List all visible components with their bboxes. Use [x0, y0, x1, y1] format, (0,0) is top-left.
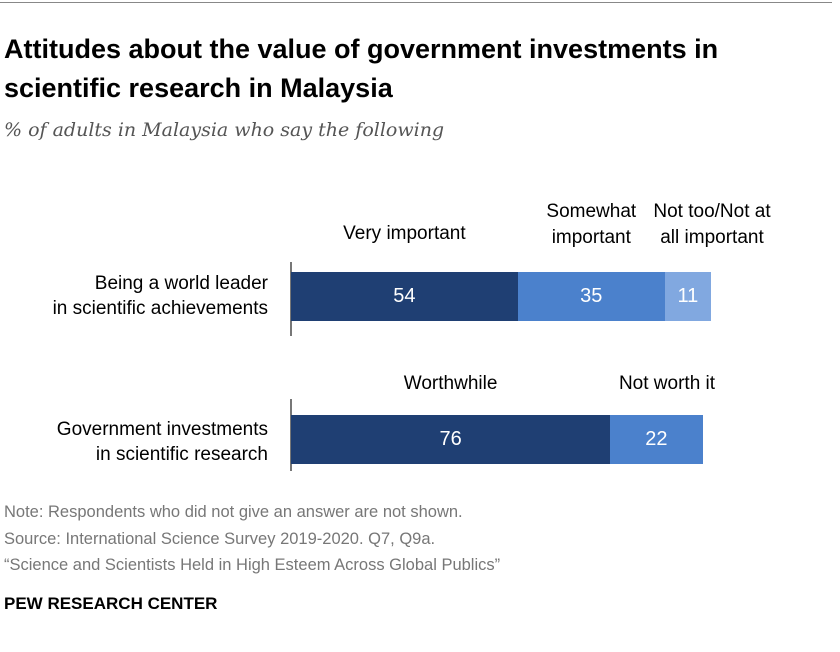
row-label: Government investments in scientific rese… [56, 419, 268, 465]
legend-label: Somewhat important [546, 201, 637, 248]
bar-segment: 54 [291, 272, 518, 321]
bar-segment: 35 [517, 272, 665, 321]
source-text: Source: International Science Survey 201… [4, 530, 436, 548]
legend-label: Not worth it [618, 373, 716, 394]
pew-logo-text: PEW RESEARCH CENTER [4, 594, 218, 613]
chart-title: Attitudes about the value of government … [4, 34, 719, 103]
top-rule [0, 2, 832, 3]
legend-label: Very important [343, 223, 466, 244]
row-label: Being a world leader in scientific achiev… [52, 273, 268, 319]
legend-label: Not too/Not at all important [653, 201, 771, 248]
legend-label: Worthwhile [403, 373, 498, 394]
report-title: “Science and Scientists Held in High Est… [4, 556, 501, 574]
note-text: Note: Respondents who did not give an an… [4, 503, 463, 521]
bar-segment: 76 [291, 415, 611, 464]
bar-segment: 22 [610, 415, 703, 464]
bar-segment: 11 [664, 272, 711, 321]
chart-subtitle: % of adults in Malaysia who say the foll… [4, 119, 445, 141]
